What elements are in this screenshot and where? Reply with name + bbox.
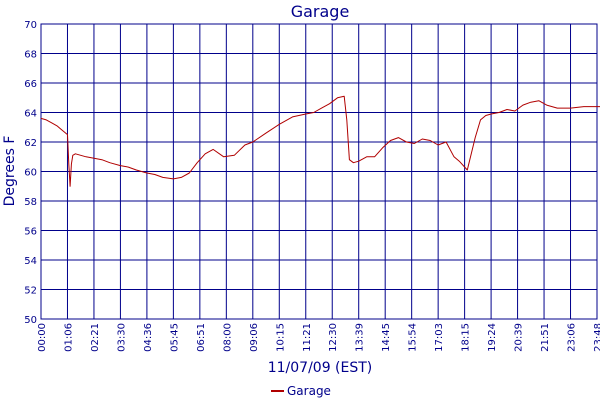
y-axis-ticks: 50 52 54 56 58 60 62 64 66 68 70	[24, 20, 37, 326]
x-tick-label: 00:00	[37, 323, 48, 352]
y-tick-label: 62	[24, 138, 37, 149]
plot-frame	[40, 23, 598, 320]
x-tick-label: 17:03	[434, 323, 445, 352]
y-axis-label: Degrees F	[2, 136, 18, 207]
y-tick-label: 58	[24, 197, 37, 208]
x-tick-label: 12:30	[328, 323, 339, 352]
x-tick-label: 05:45	[169, 323, 180, 352]
x-tick-label: 11:21	[302, 323, 313, 352]
y-tick-label: 54	[24, 256, 37, 267]
series-group	[40, 95, 600, 187]
x-axis-ticks: 00:00 01:06 02:21 03:30 04:36 05:45 06:51 08:00…	[37, 323, 600, 352]
x-tick-label: 13:39	[355, 323, 366, 352]
y-tick-label: 56	[24, 227, 37, 238]
y-tick-label: 52	[24, 286, 37, 297]
y-tick-label: 66	[24, 79, 37, 90]
x-tick-label: 18:15	[461, 323, 472, 352]
x-tick-label: 14:45	[381, 323, 392, 352]
x-tick-label: 02:21	[90, 323, 101, 352]
y-tick-label: 60	[24, 168, 37, 179]
grid-lines	[40, 23, 598, 320]
x-tick-label: 20:39	[514, 323, 525, 352]
x-tick-label: 15:54	[408, 323, 419, 352]
x-tick-label: 09:06	[249, 323, 260, 352]
x-tick-label: 03:30	[116, 323, 127, 352]
x-tick-label: 23:06	[567, 323, 578, 352]
y-tick-label: 70	[24, 20, 37, 31]
y-tick-label: 50	[24, 315, 37, 326]
x-tick-label: 10:15	[275, 323, 286, 352]
x-tick-label: 08:00	[222, 323, 233, 352]
chart-title: Garage	[291, 2, 350, 21]
y-tick-label: 64	[24, 109, 37, 120]
x-tick-label: 04:36	[143, 323, 154, 352]
x-tick-label: 06:51	[196, 323, 207, 352]
y-tick-label: 68	[24, 50, 37, 61]
x-axis-label: 11/07/09 (EST)	[268, 360, 373, 376]
x-tick-label: 01:06	[63, 323, 74, 352]
x-tick-label: 23:48	[593, 323, 600, 352]
x-tick-label: 19:24	[487, 323, 498, 352]
legend: Garage	[271, 384, 331, 398]
x-tick-label: 21:51	[540, 323, 551, 352]
series-line-garage	[40, 95, 600, 187]
legend-label-garage: Garage	[287, 384, 331, 398]
